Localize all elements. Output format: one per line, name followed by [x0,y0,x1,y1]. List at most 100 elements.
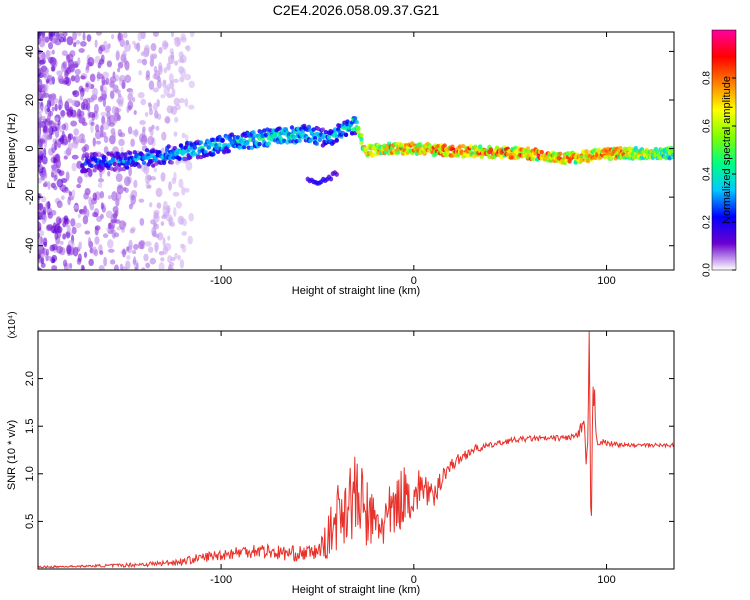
snr-x-ticks: -100 0 100 [210,331,616,586]
heat-cell [178,98,185,104]
heat-cell [39,230,45,237]
heat-cell [62,259,68,267]
heat-cell [65,54,70,60]
x-tick-label: 0 [411,574,417,586]
heat-cell [226,148,231,154]
heat-cell [465,153,470,158]
heat-cell [98,244,103,253]
heat-cell [126,246,130,252]
heat-cell [66,244,72,255]
heat-cell [38,157,41,164]
heat-cell [107,195,112,200]
heat-cell [77,57,81,66]
heat-cell [49,56,57,67]
heat-cell [73,128,79,136]
heat-cell [102,233,109,239]
heat-cell [107,170,111,177]
heat-cell [132,150,137,155]
heat-cell [119,263,124,270]
x-tick-label: 100 [597,275,615,287]
heat-cell [54,231,59,240]
heat-cell [156,202,162,209]
heat-cell [38,32,41,39]
heat-cell [66,224,71,233]
heat-cell [46,99,52,109]
heat-cell [82,103,89,110]
heat-cell [359,140,364,145]
heat-cell [48,94,54,101]
heat-cell [167,265,174,270]
snr-frame [37,330,675,570]
heat-cell [84,152,90,157]
heat-cell [72,139,79,149]
heat-cell [67,196,71,206]
heat-cell [184,98,189,108]
heat-cell [182,218,187,227]
heat-cell [334,137,339,143]
heat-cell [59,95,63,104]
heat-cell [57,75,64,83]
heat-cell [127,151,133,156]
heat-cell [172,191,180,197]
heat-cell [181,186,186,196]
heat-cell [127,92,134,102]
heat-cell [442,143,447,148]
heat-cell [96,215,103,222]
heat-cell [65,100,70,110]
heat-cell [137,164,142,169]
heat-cell [46,107,51,113]
heat-cell [359,136,364,142]
heat-cell [94,39,98,48]
heat-cell [328,176,334,182]
heat-cell [98,46,103,55]
heat-cell [320,127,326,132]
heat-cell [75,40,81,45]
heat-cell [168,216,174,224]
heat-cell [155,125,160,131]
heat-cell [92,87,98,98]
heat-cell [479,154,484,159]
heat-cell [188,80,195,89]
heat-cell [139,120,146,125]
y-tick-label: -40 [24,238,36,254]
heat-cell [64,150,68,155]
heat-cell [131,194,135,201]
heat-cell [38,49,43,55]
heat-cell [289,125,295,130]
heat-cell [68,63,76,73]
heat-cell [71,189,76,198]
heat-cell [123,156,128,161]
snr-ylabel: SNR (10 * v/v) [6,420,18,490]
heat-cell [220,137,225,143]
heat-cell [38,167,43,173]
x-tick-label: 100 [597,574,615,586]
heat-cell [156,79,162,89]
heat-cell [300,129,306,134]
heat-cell [90,123,94,134]
heat-cell [62,61,68,69]
heat-cell [53,122,57,127]
heat-cell [85,83,89,88]
heat-cell [42,92,50,98]
heat-cell [54,117,60,123]
heat-cell [102,71,110,79]
heat-cell [78,110,85,118]
heat-cell [161,160,167,166]
heat-cell [82,98,88,105]
heat-cell [60,195,65,200]
heat-cell [166,62,171,71]
heat-cell [53,157,57,164]
heat-cell [112,161,117,167]
heat-cell [177,156,182,162]
heat-cell [74,68,81,75]
heat-cell [166,144,171,149]
snr-series-line [38,331,674,569]
heat-cell [38,202,44,211]
heat-cell [73,42,77,48]
heat-cell [167,235,171,241]
colorbar-label: Normalized spectral amplitude [721,76,733,224]
heat-cell [144,148,150,153]
heat-cell [77,253,82,263]
heat-cell [117,32,122,43]
heat-cell [108,122,115,127]
